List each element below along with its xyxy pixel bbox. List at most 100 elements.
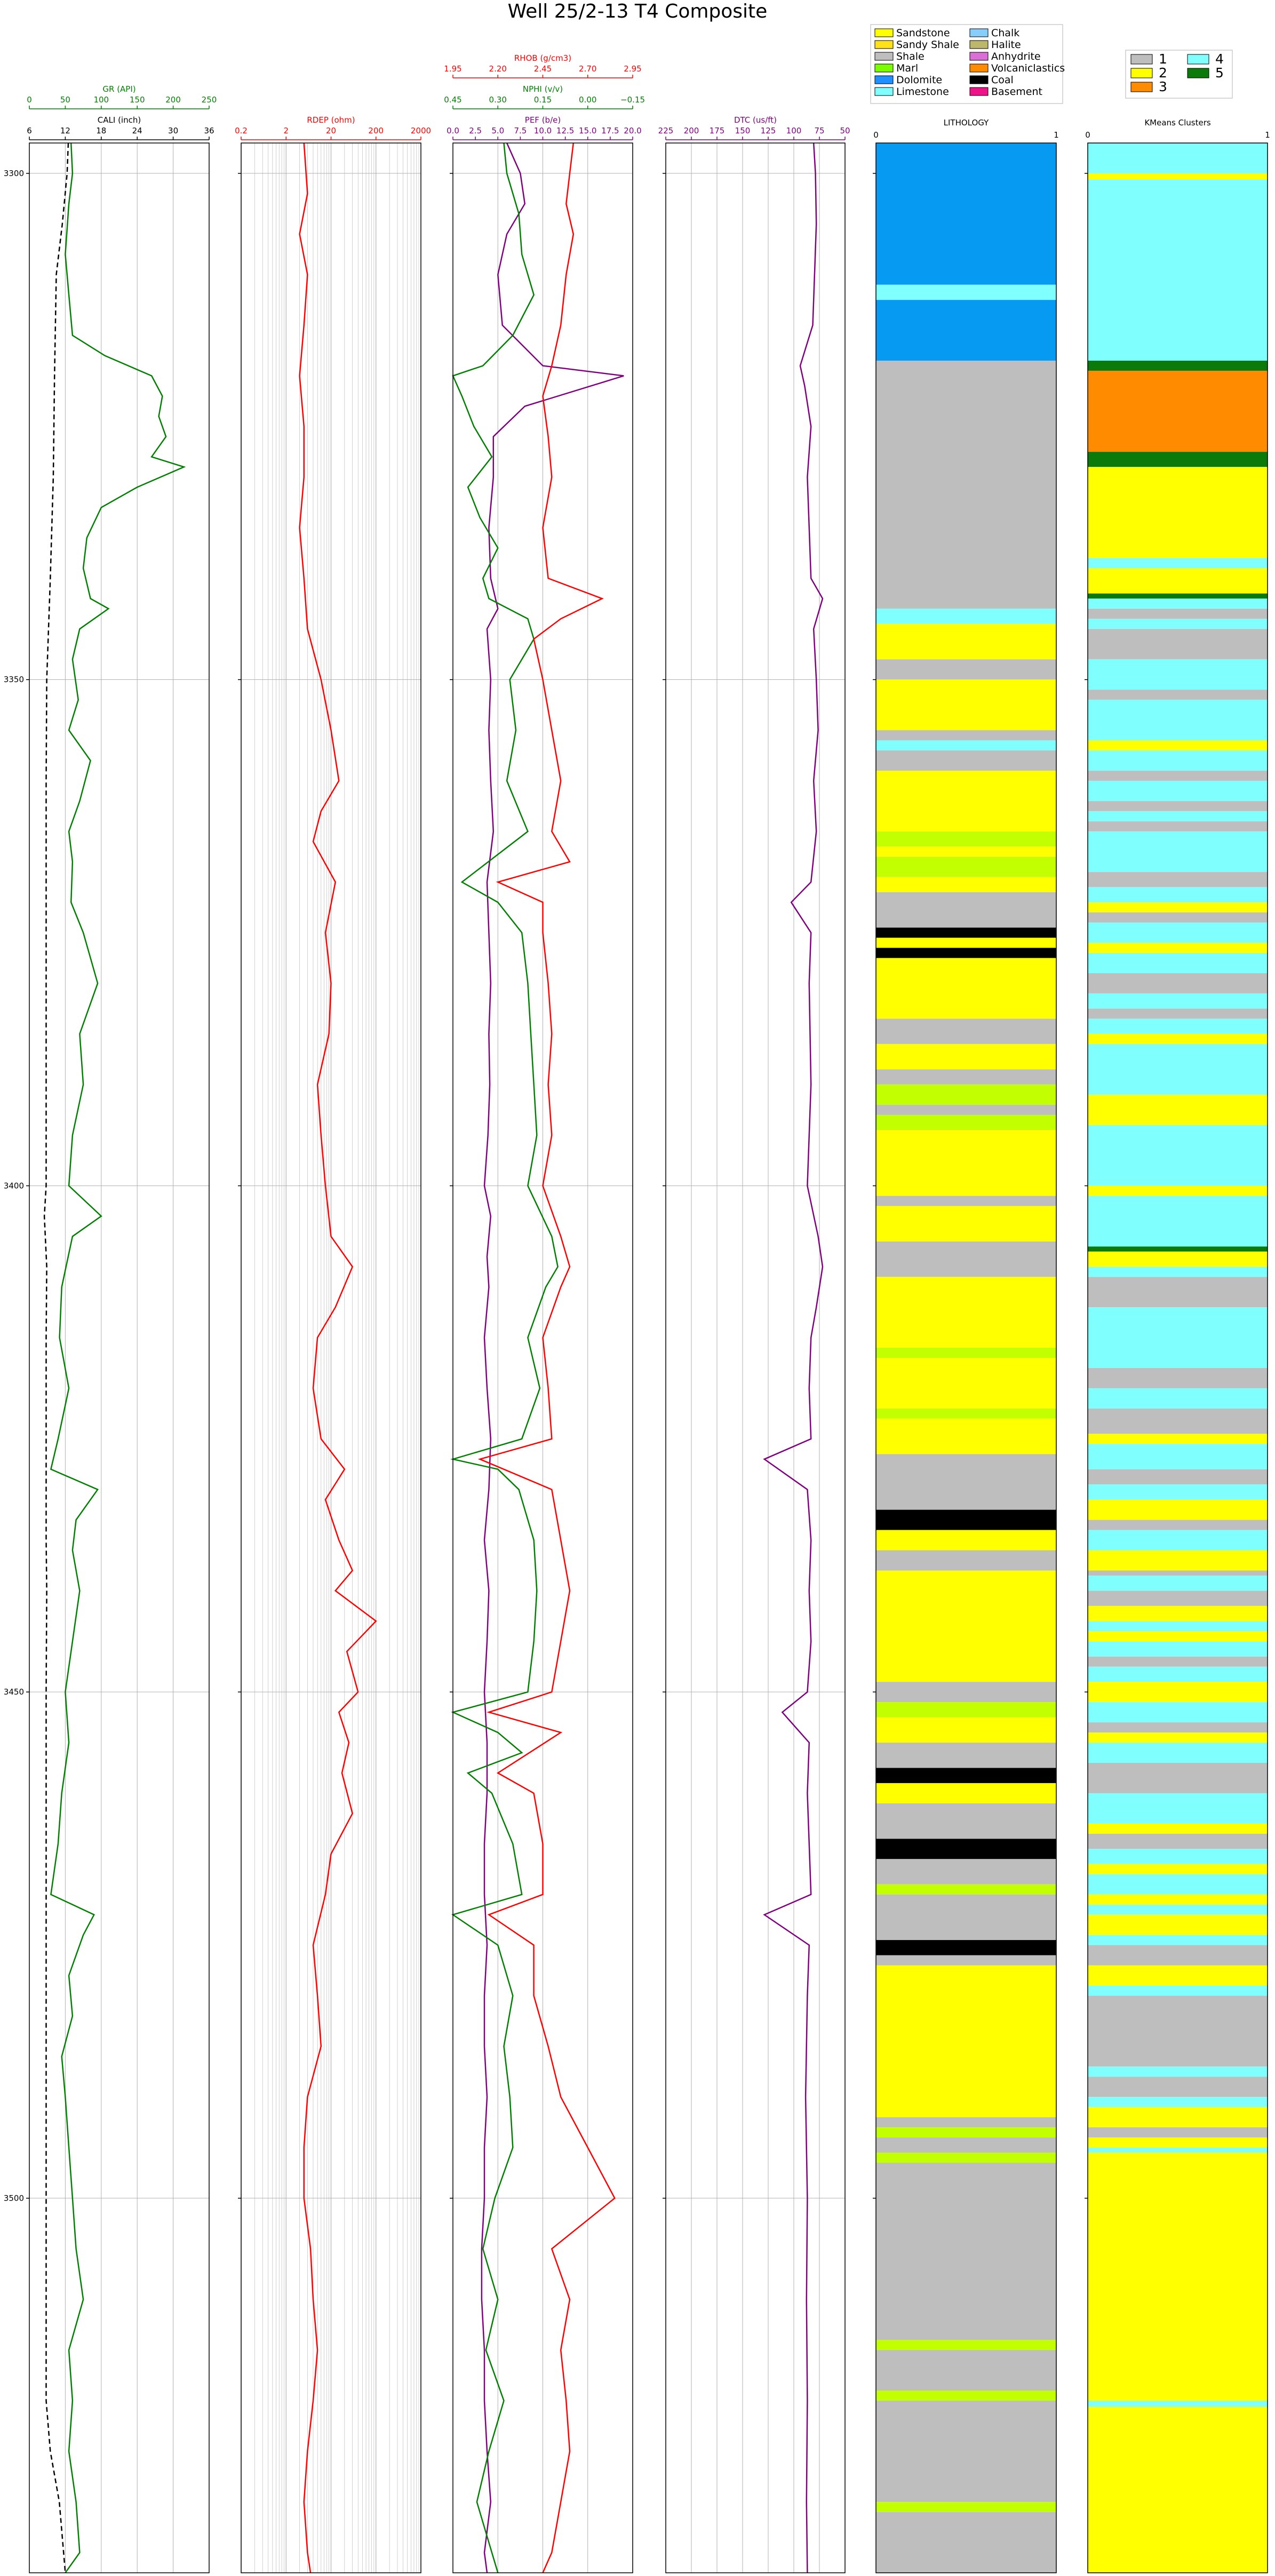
- legend-swatch: [874, 52, 894, 61]
- interval-4-41: [876, 1682, 1056, 1703]
- curve-gr: [50, 142, 186, 2573]
- interval-5-58: [1088, 1570, 1268, 1576]
- interval-4-36: [876, 1454, 1056, 1510]
- interval-5-20: [1088, 781, 1268, 801]
- interval-4-25: [876, 1104, 1056, 1115]
- interval-4-0: [876, 143, 1056, 285]
- interval-5-30: [1088, 943, 1268, 953]
- depth-tick-label: 3300: [4, 169, 24, 178]
- interval-4-29: [876, 1206, 1056, 1242]
- interval-5-19: [1088, 770, 1268, 781]
- track-label: LITHOLOGY: [944, 118, 990, 128]
- interval-4-35: [876, 1418, 1056, 1454]
- curve-dtc: [763, 142, 824, 2573]
- legend-swatch: [1130, 82, 1153, 92]
- interval-4-39: [876, 1550, 1056, 1571]
- interval-5-77: [1088, 1864, 1268, 1874]
- legend-entry: Chalk: [991, 27, 1019, 39]
- interval-5-81: [1088, 1914, 1268, 1935]
- legend-swatch: [969, 40, 989, 49]
- legend-entry: Halite: [991, 39, 1021, 51]
- interval-4-5: [876, 624, 1056, 659]
- interval-5-2: [1088, 179, 1268, 361]
- scale-tick-label: 2: [283, 126, 289, 136]
- interval-5-68: [1088, 1702, 1268, 1723]
- interval-4-13: [876, 846, 1056, 857]
- interval-5-69: [1088, 1722, 1268, 1733]
- legend-entry: Sandy Shale: [896, 39, 959, 51]
- interval-4-46: [876, 1783, 1056, 1803]
- interval-5-32: [1088, 973, 1268, 993]
- legend-swatch: [874, 87, 894, 96]
- interval-5-71: [1088, 1743, 1268, 1763]
- scale-tick-label: 175: [710, 126, 725, 136]
- interval-5-21: [1088, 801, 1268, 812]
- interval-5-33: [1088, 993, 1268, 1009]
- scale-tick-label: 18: [96, 126, 106, 136]
- scale-tick-label: 2.70: [579, 64, 596, 74]
- interval-5-90: [1088, 2107, 1268, 2128]
- interval-5-1: [1088, 173, 1268, 180]
- legend-entry: 3: [1159, 79, 1167, 94]
- interval-5-28: [1088, 912, 1268, 923]
- curve-label: RDEP (ohm): [307, 115, 355, 125]
- scale-tick-label: 30: [168, 126, 178, 136]
- scale-tick-label: 12: [60, 126, 70, 136]
- legend-entry: 5: [1215, 65, 1224, 81]
- legend-entry: Basement: [991, 86, 1042, 98]
- legend-swatch: [874, 28, 894, 37]
- legend-swatch: [874, 40, 894, 49]
- interval-5-82: [1088, 1935, 1268, 1945]
- interval-5-35: [1088, 1019, 1268, 1034]
- interval-5-11: [1088, 608, 1268, 619]
- interval-5-34: [1088, 1008, 1268, 1019]
- interval-4-15: [876, 877, 1056, 893]
- interval-5-92: [1088, 2137, 1268, 2148]
- interval-5-75: [1088, 1833, 1268, 1849]
- interval-4-27: [876, 1130, 1056, 1196]
- depth-tick-label: 3400: [4, 1181, 24, 1190]
- scale-tick-label: 150: [130, 95, 145, 105]
- interval-4-11: [876, 770, 1056, 832]
- scale-tick-label: 12.5: [556, 126, 574, 136]
- interval-5-22: [1088, 811, 1268, 822]
- curve-label: NPHI (v/v): [523, 84, 563, 94]
- track-frame: [29, 142, 210, 2573]
- interval-4-55: [876, 2117, 1056, 2128]
- interval-5-78: [1088, 1874, 1268, 1895]
- interval-5-52: [1088, 1469, 1268, 1485]
- interval-5-17: [1088, 740, 1268, 751]
- scale-tick-label: 15.0: [579, 126, 596, 136]
- interval-4-4: [876, 608, 1056, 624]
- scale-tick-label: 2.95: [624, 64, 641, 74]
- curve-rdep: [299, 142, 377, 2573]
- legend-entry: Marl: [896, 62, 918, 74]
- legend-entry: Shale: [896, 51, 925, 62]
- scale-tick-label: −0.15: [620, 95, 645, 105]
- scale-tick-label: 2.5: [469, 126, 482, 136]
- curve-label: DTC (us/ft): [734, 115, 777, 125]
- interval-5-24: [1088, 831, 1268, 872]
- curve-label: CALI (inch): [98, 115, 141, 125]
- interval-5-88: [1088, 2077, 1268, 2097]
- curve-cali: [43, 142, 69, 2573]
- interval-5-25: [1088, 872, 1268, 887]
- interval-5-23: [1088, 821, 1268, 832]
- interval-5-6: [1088, 467, 1268, 558]
- interval-4-17: [876, 927, 1056, 938]
- interval-4-30: [876, 1241, 1056, 1277]
- interval-5-87: [1088, 2066, 1268, 2077]
- interval-4-57: [876, 2137, 1056, 2153]
- interval-4-24: [876, 1084, 1056, 1105]
- scale-tick-label: 17.5: [601, 126, 619, 136]
- interval-4-59: [876, 2162, 1056, 2340]
- interval-5-67: [1088, 1682, 1268, 1703]
- interval-4-26: [876, 1115, 1056, 1131]
- interval-5-55: [1088, 1520, 1268, 1530]
- interval-4-44: [876, 1743, 1056, 1768]
- interval-5-8: [1088, 568, 1268, 594]
- scale-tick-label: 6: [27, 126, 32, 136]
- interval-5-74: [1088, 1823, 1268, 1834]
- curve-label: RHOB (g/cm3): [514, 53, 571, 63]
- track-frame: [452, 142, 633, 2573]
